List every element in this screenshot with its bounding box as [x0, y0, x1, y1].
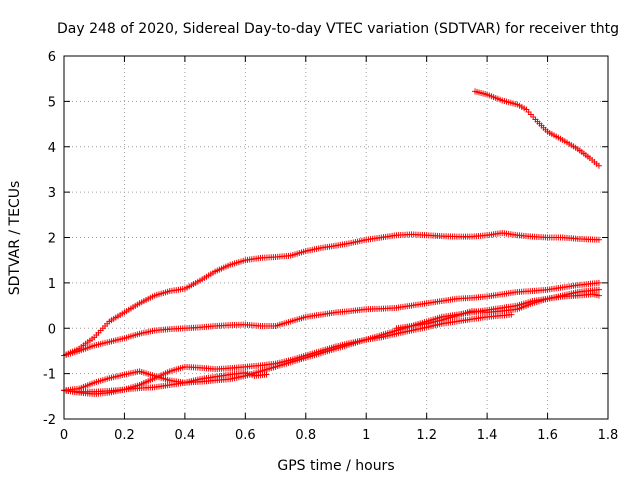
series-track-7: [472, 88, 602, 169]
x-tick-label: 1: [362, 428, 370, 443]
y-tick-label: 6: [48, 50, 56, 65]
y-tick-label: -2: [43, 413, 56, 428]
data-point: [595, 286, 602, 293]
series-track-5: [61, 369, 270, 395]
grid-layer: [64, 56, 608, 419]
x-tick-label: 1.6: [537, 428, 558, 443]
y-tick-label: 2: [48, 232, 56, 247]
x-tick-label: 1.8: [598, 428, 619, 443]
y-tick-label: 5: [48, 95, 56, 110]
x-tick-label: 0.2: [114, 428, 135, 443]
series-track-4: [61, 311, 515, 398]
x-tick-label: 1.4: [477, 428, 498, 443]
x-tick-label: 0.6: [235, 428, 256, 443]
chart-title: Day 248 of 2020, Sidereal Day-to-day VTE…: [57, 21, 619, 37]
y-tick-label: 1: [48, 277, 56, 292]
ticks-layer: 0 0.2 0.4 0.6 0.8 1 1.2 1.4 1.6 1.8 -2 -1 0 1 2 3 4 5 6: [43, 50, 618, 443]
y-tick-label: 3: [48, 186, 56, 201]
x-tick-label: 0.4: [175, 428, 196, 443]
x-axis-label: GPS time / hours: [277, 458, 394, 474]
data-point: [595, 292, 602, 299]
y-tick-label: -1: [43, 368, 56, 383]
data-point: [595, 279, 602, 286]
series-track-6: [393, 291, 602, 332]
x-tick-label: 0: [60, 428, 68, 443]
data-point: [263, 371, 270, 378]
data-point: [595, 162, 602, 169]
data-point: [595, 236, 602, 243]
x-tick-label: 1.2: [416, 428, 437, 443]
y-tick-label: 0: [48, 322, 56, 337]
marks-layer: [61, 88, 602, 398]
series-track-2: [61, 279, 602, 359]
series-track-1: [61, 229, 602, 359]
y-axis-label: SDTVAR / TECUs: [7, 181, 23, 296]
x-tick-label: 0.8: [295, 428, 316, 443]
y-tick-label: 4: [48, 141, 56, 156]
